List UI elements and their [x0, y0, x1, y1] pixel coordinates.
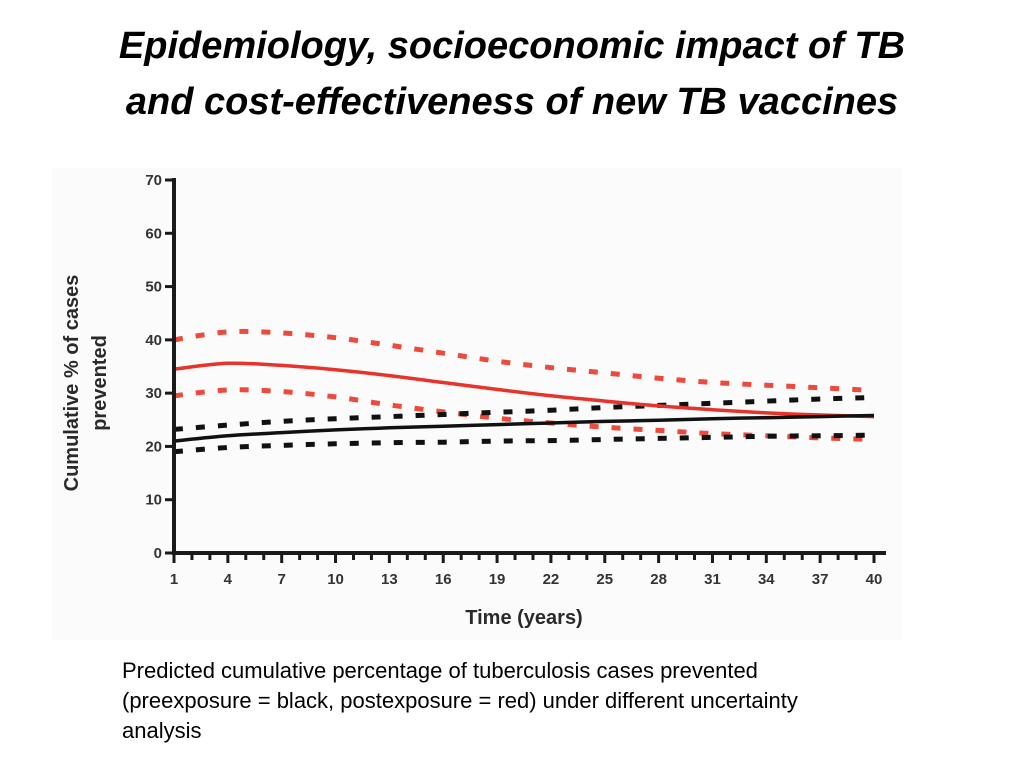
- series-line-0-postexposure-solid: [173, 361, 875, 419]
- slide-title-line-2: and cost-effectiveness of new TB vaccine…: [125, 81, 899, 123]
- x-tick-label-1: 1: [170, 571, 178, 588]
- slide-title-line-1: Epidemiology, socioeconomic impact of TB: [118, 25, 906, 67]
- x-axis-title: Time (years): [465, 607, 582, 629]
- figure-caption: Predicted cumulative percentage of tuber…: [122, 656, 942, 746]
- series-line-5-preexposure-dotted: [173, 432, 875, 455]
- x-tick-label-13: 13: [381, 571, 398, 588]
- y-tick-label-70: 70: [145, 172, 162, 189]
- y-tick-label-40: 40: [145, 332, 162, 349]
- series-line-3-preexposure-solid: [173, 413, 875, 443]
- x-tick-label-7: 7: [278, 571, 286, 588]
- x-tick-label-31: 31: [704, 571, 721, 588]
- line-chart: 0 10 20 30 40 50 60 70 1 4 7 10 13 16 19 22 25 28 31 34 37 40…: [52, 168, 902, 640]
- x-tick-label-40: 40: [866, 571, 883, 588]
- chart-background: [52, 168, 902, 640]
- y-tick-label-0: 0: [154, 545, 162, 562]
- x-tick-label-34: 34: [758, 571, 775, 588]
- y-axis-title-line-2: prevented: [89, 335, 111, 431]
- series-line-2-postexposure-dotted: [173, 387, 875, 442]
- y-tick-label-60: 60: [145, 225, 162, 242]
- x-tick-label-19: 19: [489, 571, 506, 588]
- y-tick-label-10: 10: [145, 492, 162, 509]
- chart-figure: 0 10 20 30 40 50 60 70 1 4 7 10 13 16 19 22 25 28 31 34 37 40…: [52, 168, 902, 640]
- series-layer: [173, 328, 875, 455]
- x-tick-label-28: 28: [650, 571, 667, 588]
- y-axis-title-line-1: Cumulative % of cases: [61, 275, 83, 492]
- series-line-4-preexposure-dotted: [173, 394, 875, 432]
- series-line-1-postexposure-dotted: [173, 328, 875, 393]
- caption-line-1: Predicted cumulative percentage of tuber…: [122, 658, 758, 683]
- x-tick-label-4: 4: [224, 571, 233, 588]
- x-tick-label-25: 25: [596, 571, 613, 588]
- x-tick-label-22: 22: [543, 571, 560, 588]
- label-layer: 0 10 20 30 40 50 60 70 1 4 7 10 13 16 19 22 25 28 31 34 37 40: [145, 172, 882, 588]
- caption-line-3: analysis: [122, 718, 202, 743]
- x-tick-label-10: 10: [327, 571, 344, 588]
- x-tick-label-16: 16: [435, 571, 452, 588]
- y-tick-label-50: 50: [145, 279, 162, 296]
- x-tick-label-37: 37: [812, 571, 829, 588]
- slide-title: Epidemiology, socioeconomic impact of TB…: [0, 18, 1024, 130]
- y-tick-label-20: 20: [145, 438, 162, 455]
- y-tick-label-30: 30: [145, 385, 162, 402]
- axis-layer: [165, 178, 886, 563]
- caption-line-2: (preexposure = black, postexposure = red…: [122, 688, 798, 713]
